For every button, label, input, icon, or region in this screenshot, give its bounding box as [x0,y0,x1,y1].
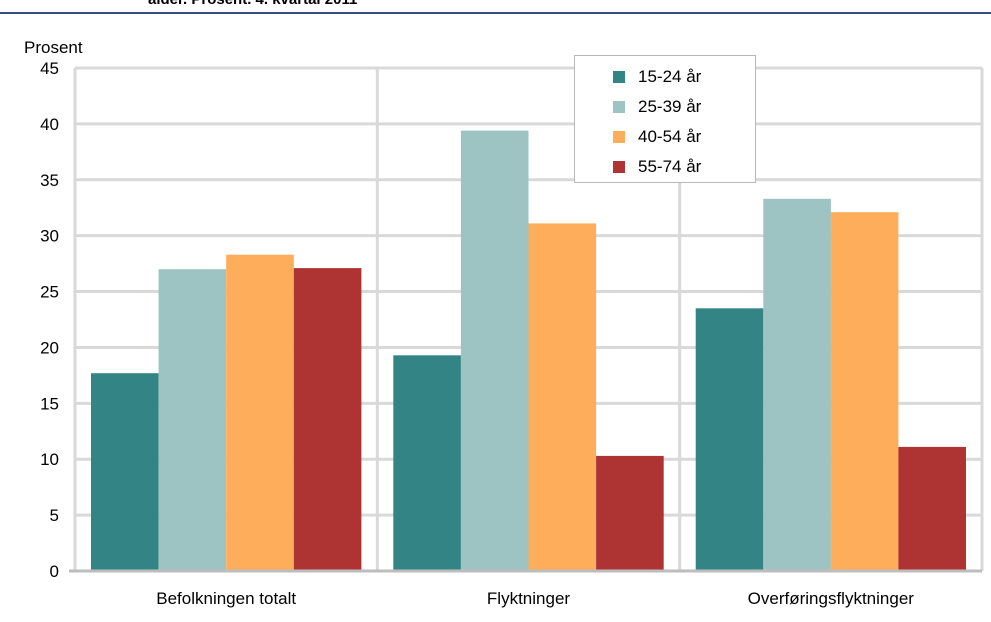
bar-3-2 [528,223,597,571]
legend-label: 15-24 år [638,67,702,86]
bar-1-1 [91,373,159,571]
axes: 0 5 10 15 20 25 30 35 40 45 Befolkningen totalt Fly… [40,59,982,608]
legend-label: 25-39 år [638,97,702,116]
y-tick-label: 40 [40,115,59,134]
y-axis-label: Prosent [24,38,83,57]
legend-item: 15-24 år [575,62,755,92]
y-tick-label: 20 [40,338,59,357]
title-divider [0,12,991,14]
y-tick-label: 30 [40,227,59,246]
bar-4-2 [596,455,664,571]
y-tick-label: 0 [50,562,59,581]
legend-item: 55-74 år [575,152,755,182]
legend-label: 55-74 år [638,157,702,176]
legend-swatch [613,161,625,173]
y-tick-label: 5 [50,506,59,525]
bar-4-1 [293,268,362,571]
bar-4-3 [898,446,966,571]
bar-1-2 [393,355,461,571]
legend-item: 40-54 år [575,122,755,152]
legend: 15-24 år 25-39 år 40-54 år 55-74 år [574,55,756,183]
bars [91,130,966,572]
legend-swatch [613,131,625,143]
y-tick-label: 45 [40,59,59,78]
bar-3-3 [830,212,899,571]
chart-title-strip: alder. Prosent. 4. kvartal 2011 [0,0,991,15]
legend-swatch [613,71,625,83]
bar-3-1 [226,254,294,571]
legend-item: 25-39 år [575,92,755,122]
y-tick-label: 15 [40,394,59,413]
legend-swatch [613,101,625,113]
bar-2-2 [460,130,529,571]
y-tick-label: 10 [40,450,59,469]
bar-1-3 [695,308,764,571]
bar-2-3 [763,198,831,572]
x-category-label: Overføringsflyktninger [748,589,915,608]
chart-title: alder. Prosent. 4. kvartal 2011 [148,0,357,8]
x-category-label: Flyktninger [487,589,570,608]
y-tick-label: 35 [40,171,59,190]
bar-2-1 [158,269,227,571]
y-tick-label: 25 [40,283,59,302]
legend-label: 40-54 år [638,127,702,146]
x-category-label: Befolkningen totalt [156,589,296,608]
